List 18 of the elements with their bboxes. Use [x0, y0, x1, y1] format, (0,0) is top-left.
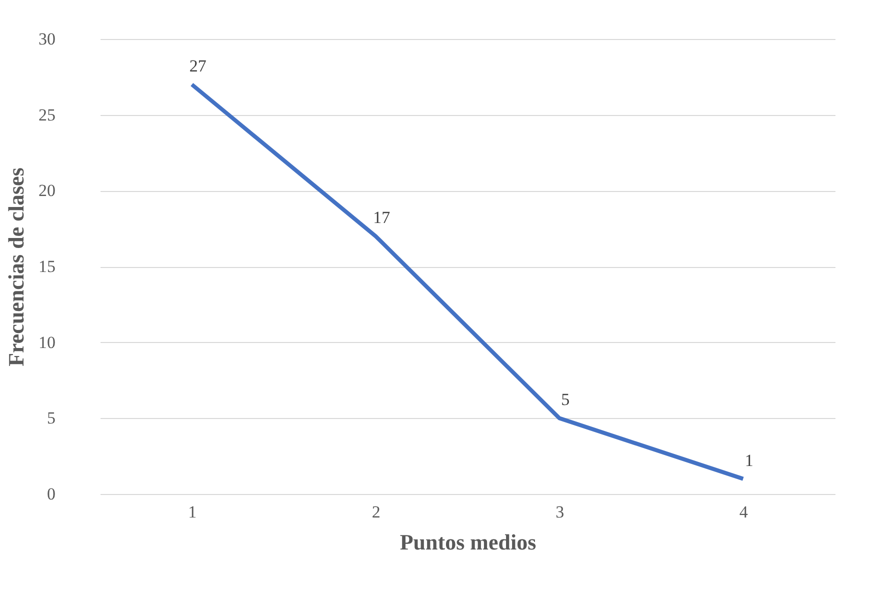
data-label: 17	[373, 208, 391, 228]
y-tick-label: 20	[38, 181, 56, 200]
y-tick-label: 10	[38, 332, 56, 352]
y-axis-title: Frecuencias de clases	[4, 167, 28, 366]
data-label: 5	[561, 390, 570, 410]
line-series	[190, 82, 746, 481]
x-tick-label: 4	[739, 502, 748, 522]
y-tick-label: 0	[47, 484, 56, 504]
x-axis-title: Puntos medios	[400, 530, 537, 554]
y-tick-label: 5	[47, 408, 56, 428]
y-tick-label: 25	[38, 105, 56, 124]
x-tick-label: 2	[372, 502, 380, 522]
data-label: 27	[189, 56, 207, 76]
y-tick-label: 15	[38, 257, 56, 276]
x-tick-label: 1	[188, 502, 197, 522]
y-tick-label: 30	[38, 30, 56, 48]
x-tick-label: 3	[556, 502, 564, 522]
data-label: 1	[744, 450, 754, 470]
